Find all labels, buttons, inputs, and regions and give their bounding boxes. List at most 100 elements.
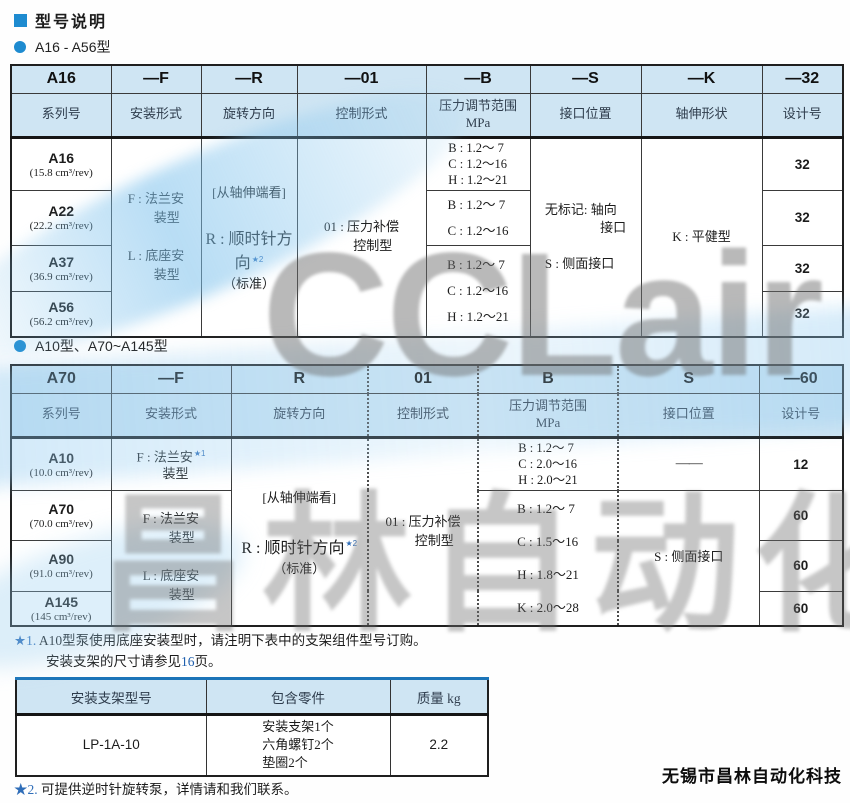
page-title: 型号说明 [14,8,107,32]
column-header: 系列号 [10,392,112,439]
mounting-cell: F : 法兰安 装型 L : 底座安 装型 [110,136,202,338]
column-header: 控制形式 [367,392,479,439]
design-cell: 32 [761,189,844,246]
series-cell: A145 (145 cm³/rev) [10,590,112,627]
code-cell: B [477,364,619,394]
company-name: 无锡市昌林自动化科技 [662,767,842,786]
column-header: 压力调节范围 MPa [477,392,619,439]
control-cell: 01 : 压力补偿 控制型 [296,136,427,338]
rotation-main: R : 顺时针方向★2 [241,539,358,557]
footnote-star: ★2. [14,782,38,797]
column-header: 接口位置 [529,92,642,139]
design-cell: 60 [758,590,844,627]
pressure-cell: B : 1.2～ 7 C : 1.2～16 [425,189,531,246]
series-name: A10 [48,449,75,466]
pressure-cell: B : 1.2～ 7 C : 1.5～16 H : 1.8～21 K : 2.0… [477,489,619,626]
series-displacement: (91.0 cm³/rev) [29,568,93,581]
mounting-cell: F : 法兰安 装型 L : 底座安 装型 [110,489,232,626]
shaft-cell: K : 平健型 [640,136,763,338]
code-cell: 01 [367,364,479,394]
interface-cell: —— [617,436,760,491]
code-cell: A16 [10,64,112,94]
series-cell: A22 (22.2 cm³/rev) [10,189,112,246]
code-cell: —F [110,364,232,394]
code-cell: A70 [10,364,112,394]
code-cell: —B [425,64,531,94]
series-name: A16 [48,149,75,166]
column-header: 接口位置 [617,392,760,439]
interface-cell: 无标记: 轴向 接口 S : 侧面接口 [529,136,642,338]
mounting-cell: F : 法兰安★1 装型 [110,436,232,491]
footnote-1-line1: ★1. A10型泵使用底座安装型时，请注明下表中的支架组件型号订购。 [14,633,427,648]
column-header: 控制形式 [296,92,427,139]
interface-cell: S : 侧面接口 [617,489,760,626]
series-name: A145 [44,593,78,610]
section2-label: A10型、A70~A145型 [14,336,168,356]
code-cell: —R [200,64,298,94]
column-header: 设计号 [761,92,844,139]
section2-label-text: A10型、A70~A145型 [35,338,168,354]
series-cell: A56 (56.2 cm³/rev) [10,290,112,338]
blue-square-bullet-icon [14,13,27,27]
design-cell: 12 [758,436,844,491]
series-name: A56 [48,299,75,316]
series-displacement: (10.0 cm³/rev) [29,466,93,479]
blue-circle-bullet-icon [14,340,26,352]
section1-label: A16 - A56型 [14,37,111,57]
bracket-model-cell: LP-1A-10 [15,714,207,776]
column-header: 质量 kg [389,678,489,716]
series-cell: A16 (15.8 cm³/rev) [10,136,112,191]
series-displacement: (15.8 cm³/rev) [29,166,93,179]
footnote-1-line2: 安装支架的尺寸请参见16页。 [46,654,222,669]
column-header: 压力调节范围 MPa [425,92,531,139]
page-title-text: 型号说明 [35,14,108,31]
code-cell: S [617,364,760,394]
code-cell: —S [529,64,642,94]
control-cell: 01 : 压力补偿 控制型 [367,436,479,626]
rotation-standard: （标准） [222,276,275,292]
bracket-parts-cell: 安装支架1个 六角螺钉2个 垫圈2个 [205,714,391,776]
design-cell: 32 [761,136,844,191]
code-cell: —K [640,64,763,94]
column-header: 旋转方向 [200,92,298,139]
design-cell: 60 [758,540,844,592]
column-header: 安装形式 [110,92,202,139]
code-cell: R [230,364,369,394]
mounting-bracket-table: 安装支架型号 包含零件 质量 kg LP-1A-10 安装支架1个 六角螺钉2个… [15,677,489,777]
bracket-weight-cell: 2.2 [389,714,489,776]
series-name: A90 [48,551,75,568]
column-header: 安装形式 [110,392,232,439]
section1-label-text: A16 - A56型 [35,39,111,55]
rotation-cell: [从轴伸端看] R : 顺时针方向★2 （标准） [200,136,298,338]
rotation-view-note: [从轴伸端看] [262,489,337,505]
series-displacement: (145 cm³/rev) [31,610,92,623]
table-a10-a70-a145: A70 —F R 01 B S —60 系列号 安装形式 旋转方向 控制形式 压… [10,364,844,627]
page-link-16[interactable]: 16 [181,654,195,669]
design-cell: 32 [761,244,844,292]
series-displacement: (36.9 cm³/rev) [29,270,93,283]
code-cell: —F [110,64,202,94]
series-displacement: (22.2 cm³/rev) [29,220,93,232]
column-header: 设计号 [758,392,844,439]
footnote-ref-2: ★2 [251,254,264,264]
column-header: 系列号 [10,92,112,139]
series-name: A22 [48,203,75,219]
series-cell: A70 (70.0 cm³/rev) [10,489,112,542]
pressure-cell: B : 1.2～ 7 C : 1.2～16 H : 1.2～21 [425,244,531,338]
column-header: 包含零件 [205,678,391,716]
series-displacement: (56.2 cm³/rev) [29,316,93,329]
footnote-star: ★1. [14,633,37,648]
code-cell: —32 [761,64,844,94]
series-cell: A10 (10.0 cm³/rev) [10,436,112,491]
rotation-cell: [从轴伸端看] R : 顺时针方向★2 （标准） [230,436,369,626]
column-header: 安装支架型号 [15,678,207,716]
design-cell: 60 [758,489,844,542]
pressure-cell: B : 1.2～ 7 C : 2.0～16 H : 2.0～21 [477,436,619,491]
design-cell: 32 [761,290,844,338]
code-cell: —01 [296,64,427,94]
rotation-view-note: [从轴伸端看] [212,185,286,201]
rotation-main: R : 顺时针方向★2 [205,231,293,273]
series-cell: A90 (91.0 cm³/rev) [10,540,112,592]
pressure-cell: B : 1.2～ 7 C : 1.2～16 H : 1.2～21 [425,136,531,191]
